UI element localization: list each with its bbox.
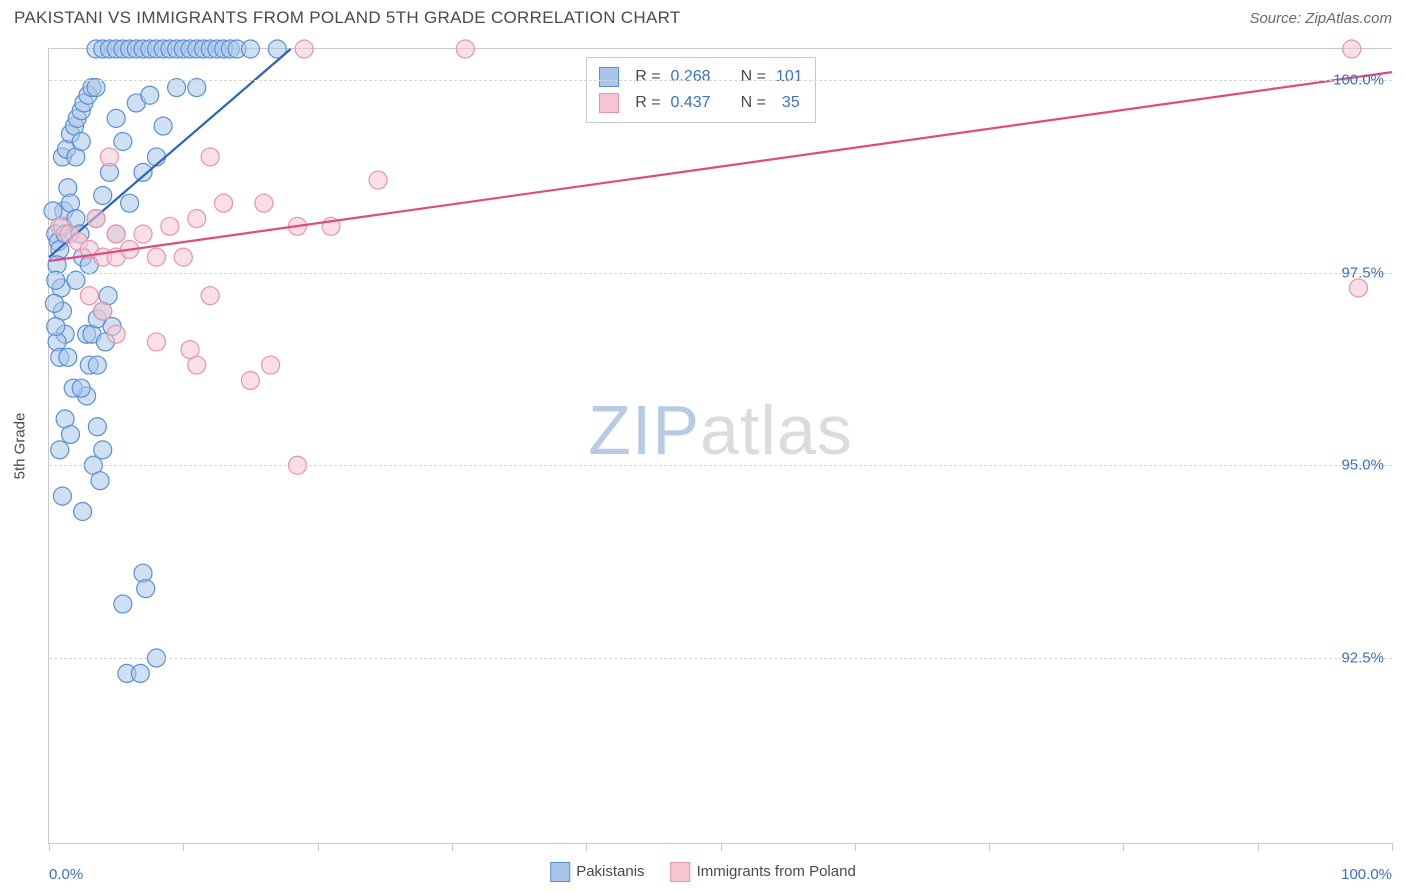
data-point	[241, 40, 259, 58]
data-point	[88, 418, 106, 436]
data-point	[47, 318, 65, 336]
data-point	[1343, 40, 1361, 58]
data-point	[80, 287, 98, 305]
data-point	[154, 117, 172, 135]
data-point	[53, 487, 71, 505]
data-point	[88, 356, 106, 374]
plot-svg	[49, 49, 1392, 843]
legend-label-a: Pakistanis	[576, 863, 644, 880]
data-point	[181, 341, 199, 359]
data-point	[369, 171, 387, 189]
n-label: N =	[741, 64, 766, 90]
data-point	[168, 79, 186, 97]
data-point	[295, 40, 313, 58]
data-point	[188, 210, 206, 228]
y-tick-label: 95.0%	[1341, 457, 1384, 474]
data-point	[188, 79, 206, 97]
data-point	[72, 379, 90, 397]
y-tick-label: 100.0%	[1333, 71, 1384, 88]
data-point	[147, 333, 165, 351]
data-point	[51, 441, 69, 459]
r-label: R =	[635, 64, 660, 90]
x-tick-label: 100.0%	[1341, 866, 1392, 883]
r-label: R =	[635, 90, 660, 116]
r-value-b: 0.437	[671, 90, 711, 116]
data-point	[121, 194, 139, 212]
swatch-b-icon	[671, 862, 691, 882]
legend-item-a: Pakistanis	[550, 862, 644, 882]
legend-row-a: R = 0.268 N = 101	[599, 64, 802, 90]
data-point	[134, 225, 152, 243]
data-point	[107, 109, 125, 127]
data-point	[91, 472, 109, 490]
data-point	[100, 148, 118, 166]
data-point	[59, 348, 77, 366]
legend-bottom: Pakistanis Immigrants from Poland	[550, 862, 856, 882]
data-point	[147, 248, 165, 266]
source-label: Source: ZipAtlas.com	[1249, 10, 1392, 27]
data-point	[114, 133, 132, 151]
chart-title: PAKISTANI VS IMMIGRANTS FROM POLAND 5TH …	[14, 8, 681, 28]
legend-row-b: R = 0.437 N = 35	[599, 90, 802, 116]
r-value-a: 0.268	[671, 64, 711, 90]
data-point	[74, 503, 92, 521]
data-point	[72, 133, 90, 151]
n-value-a: 101	[776, 64, 803, 90]
swatch-a-icon	[550, 862, 570, 882]
legend-item-b: Immigrants from Poland	[671, 862, 856, 882]
data-point	[67, 271, 85, 289]
title-bar: PAKISTANI VS IMMIGRANTS FROM POLAND 5TH …	[0, 0, 1406, 34]
data-point	[114, 595, 132, 613]
data-point	[241, 371, 259, 389]
data-point	[137, 580, 155, 598]
data-point	[61, 425, 79, 443]
swatch-b	[599, 93, 619, 113]
data-point	[47, 271, 65, 289]
data-point	[262, 356, 280, 374]
data-point	[94, 186, 112, 204]
data-point	[94, 302, 112, 320]
swatch-a	[599, 67, 619, 87]
data-point	[107, 325, 125, 343]
data-point	[45, 294, 63, 312]
x-tick-label: 0.0%	[49, 866, 83, 883]
plot-area: ZIPatlas R = 0.268 N = 101 R = 0.437 N =…	[48, 48, 1392, 844]
chart-area: ZIPatlas R = 0.268 N = 101 R = 0.437 N =…	[48, 48, 1392, 844]
y-tick-label: 92.5%	[1341, 649, 1384, 666]
data-point	[201, 148, 219, 166]
data-point	[141, 86, 159, 104]
data-point	[94, 441, 112, 459]
data-point	[255, 194, 273, 212]
data-point	[87, 210, 105, 228]
data-point	[174, 248, 192, 266]
data-point	[201, 287, 219, 305]
data-point	[215, 194, 233, 212]
data-point	[456, 40, 474, 58]
data-point	[107, 225, 125, 243]
data-point	[1349, 279, 1367, 297]
y-axis-title: 5th Grade	[12, 413, 29, 480]
legend-label-b: Immigrants from Poland	[697, 863, 856, 880]
n-label: N =	[741, 90, 766, 116]
data-point	[161, 217, 179, 235]
data-point	[131, 664, 149, 682]
y-tick-label: 97.5%	[1341, 264, 1384, 281]
data-point	[87, 79, 105, 97]
correlation-legend: R = 0.268 N = 101 R = 0.437 N = 35	[586, 57, 815, 123]
n-value-b: 35	[776, 90, 800, 116]
data-point	[134, 163, 152, 181]
